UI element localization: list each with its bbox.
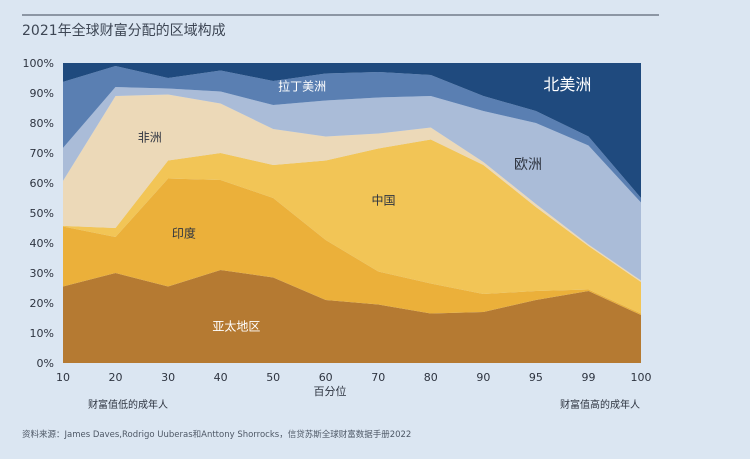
region-label-china: 中国 [371,193,395,208]
y-tick-label: 90% [30,87,54,100]
y-tick-label: 0% [37,357,54,370]
x-tick-label: 100 [631,371,652,384]
area-europe [63,87,641,281]
x-tick-label: 95 [529,371,543,384]
y-tick-label: 50% [30,207,54,220]
region-label-north-america: 北美洲 [543,75,591,94]
x-axis-label: 百分位 [314,384,347,398]
region-label-europe: 欧洲 [514,157,542,173]
x-tick-label: 10 [56,371,70,384]
y-tick-label: 40% [30,237,54,250]
region-label-africa: 非洲 [138,131,162,145]
footnote-high-wealth: 财富值高的成年人 [560,400,640,411]
footnote-low-wealth: 财富值低的成年人 [88,400,168,411]
y-tick-label: 20% [30,297,54,310]
y-tick-label: 70% [30,147,54,160]
y-tick-label: 100% [23,57,54,70]
area-africa [63,94,641,282]
x-tick-label: 50 [266,371,280,384]
y-tick-label: 80% [30,117,54,130]
y-axis: 0% 10% 20% 30% 40% 50% 60% 70% 80% 90% 100% [23,57,54,370]
area-india [63,178,641,315]
x-tick-label: 90 [476,371,490,384]
chart-title: 2021年全球财富分配的区域构成 [22,23,226,39]
area-china [63,139,641,314]
region-label-asia-pacific: 亚太地区 [212,319,260,334]
x-tick-label: 80 [424,371,438,384]
x-tick-label: 20 [109,371,123,384]
x-axis: 10 20 30 40 50 60 70 80 90 95 99 100 [56,371,652,384]
area-north-america [63,63,641,198]
y-tick-label: 60% [30,177,54,190]
y-tick-label: 30% [30,267,54,280]
top-rule [22,14,659,16]
x-tick-label: 30 [161,371,175,384]
region-label-india: 印度 [172,226,196,241]
x-tick-label: 40 [214,371,228,384]
area-asia-pacific [63,270,641,363]
x-tick-label: 70 [371,371,385,384]
x-tick-label: 99 [582,371,596,384]
region-label-latin-america: 拉丁美洲 [278,79,326,94]
y-tick-label: 10% [30,327,54,340]
area-layer [63,63,641,363]
x-tick-label: 60 [319,371,333,384]
source-note: 资料来源：James Daves,Rodrigo Uuberas和Anttony… [22,430,412,440]
area-latin-america [63,66,641,203]
